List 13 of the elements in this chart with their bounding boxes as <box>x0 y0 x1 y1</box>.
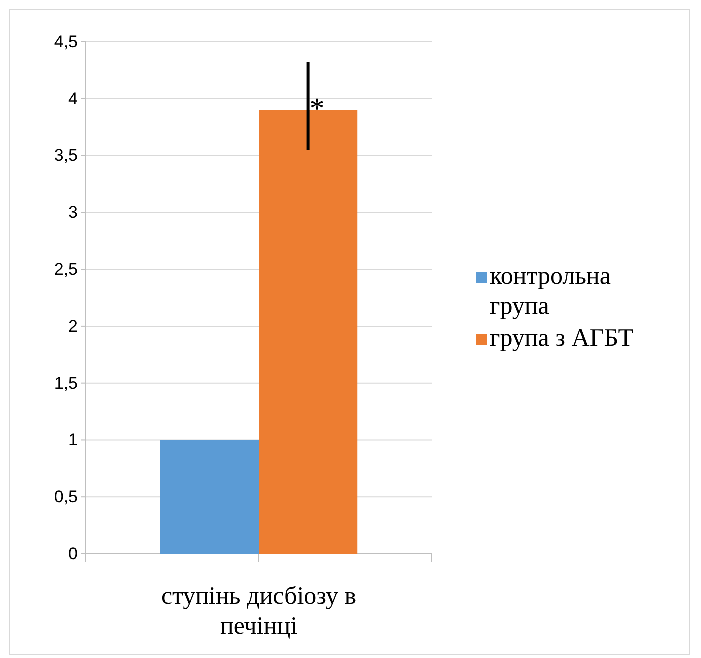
y-tick-label: 3 <box>68 203 78 222</box>
y-tick-label: 1 <box>68 430 78 450</box>
y-tick-label: 3,5 <box>54 146 78 166</box>
y-tick-label: 4,5 <box>54 32 78 52</box>
x-tick-label: ступінь дисбіозу в печінці <box>161 583 357 640</box>
y-tick-label: 1,5 <box>54 374 78 393</box>
y-tick-label: 0 <box>68 544 78 564</box>
y-tick-label: 4 <box>68 89 78 108</box>
legend-label: група з АГБТ <box>490 325 634 352</box>
y-tick-label: 2,5 <box>54 260 78 279</box>
y-tick-label: 0,5 <box>54 488 78 507</box>
y-tick-label: 2 <box>68 316 78 336</box>
annotation: * <box>310 92 325 126</box>
